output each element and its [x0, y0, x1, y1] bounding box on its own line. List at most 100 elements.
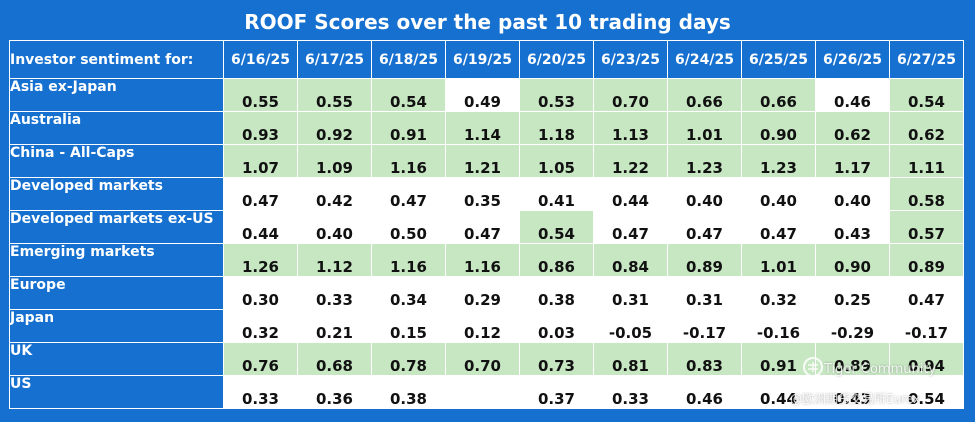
- score-cell: 0.62: [889, 111, 964, 145]
- score-cell: 0.38: [519, 276, 594, 310]
- row-label: UK: [9, 342, 224, 376]
- row-label: Australia: [9, 111, 224, 145]
- chart-title: ROOF Scores over the past 10 trading day…: [244, 10, 731, 34]
- score-cell: 0.84: [593, 243, 668, 277]
- column-header-date: 6/27/25: [889, 40, 964, 79]
- score-cell: 0.35: [445, 177, 520, 211]
- score-cell: 0.34: [371, 276, 446, 310]
- table-row: Japan 0.32 0.21 0.15 0.12 0.03 -0.05 -0.17 -0.16…: [9, 309, 964, 343]
- score-cell: 0.93: [223, 111, 298, 145]
- score-cell: 0.70: [593, 78, 668, 112]
- row-label: Emerging markets: [9, 243, 224, 277]
- header-row: Investor sentiment for: 6/16/25 6/17/25 6/…: [9, 40, 964, 79]
- score-cell: 1.22: [593, 144, 668, 178]
- score-cell: 0.30: [223, 276, 298, 310]
- row-label: Asia ex-Japan: [9, 78, 224, 112]
- score-cell: 0.89: [667, 243, 742, 277]
- score-cell: 0.58: [889, 177, 964, 211]
- score-cell: 0.92: [297, 111, 372, 145]
- score-cell: -0.16: [741, 309, 816, 343]
- table-row: Australia 0.93 0.92 0.91 1.14 1.18 1.13 1.01 0.9…: [9, 111, 964, 145]
- score-cell: -0.29: [815, 309, 890, 343]
- score-cell: 0.66: [667, 78, 742, 112]
- score-cell: 0.47: [667, 210, 742, 244]
- row-header-label: Investor sentiment for:: [9, 40, 224, 79]
- score-cell: 0.50: [371, 210, 446, 244]
- score-cell: 1.13: [593, 111, 668, 145]
- column-header-date: 6/16/25: [223, 40, 298, 79]
- score-cell: 0.53: [519, 78, 594, 112]
- score-cell: 0.47: [371, 177, 446, 211]
- column-header-date: 6/23/25: [593, 40, 668, 79]
- table-row: Developed markets 0.47 0.42 0.47 0.35 0.41 0.4…: [9, 177, 964, 211]
- score-cell: 0.49: [445, 78, 520, 112]
- score-cell: 0.25: [815, 276, 890, 310]
- score-cell: 1.16: [371, 243, 446, 277]
- score-cell: 0.78: [371, 342, 446, 376]
- score-cell: 0.33: [297, 276, 372, 310]
- row-label: Developed markets: [9, 177, 224, 211]
- column-header-date: 6/19/25: [445, 40, 520, 79]
- row-label: China - All-Caps: [9, 144, 224, 178]
- score-cell: 1.07: [223, 144, 298, 178]
- table-row: China - All-Caps 1.07 1.09 1.16 1.21 1.05 1.22…: [9, 144, 964, 178]
- score-cell: 0.43: [815, 375, 890, 409]
- column-header-date: 6/18/25: [371, 40, 446, 79]
- score-cell: 0.54: [889, 375, 964, 409]
- score-cell: -0.05: [593, 309, 668, 343]
- score-cell: 0.54: [889, 78, 964, 112]
- column-header-date: 6/26/25: [815, 40, 890, 79]
- table-row: UK 0.76 0.68 0.78 0.70 0.73 0.81 0.83 0.91 0.89 0.…: [9, 342, 964, 376]
- score-cell: 0.47: [593, 210, 668, 244]
- score-cell: 0.40: [815, 177, 890, 211]
- score-cell: 0.42: [297, 177, 372, 211]
- score-cell: 0.91: [371, 111, 446, 145]
- score-cell: 0.33: [593, 375, 668, 409]
- score-cell: 0.91: [741, 342, 816, 376]
- score-cell: 1.05: [519, 144, 594, 178]
- score-cell: [445, 375, 520, 409]
- score-cell: 0.47: [741, 210, 816, 244]
- score-cell: 0.94: [889, 342, 964, 376]
- score-cell: 0.33: [223, 375, 298, 409]
- score-cell: 1.23: [741, 144, 816, 178]
- score-cell: 0.90: [815, 243, 890, 277]
- table-row: Europe 0.30 0.33 0.34 0.29 0.38 0.31 0.31 0.32 0.…: [9, 276, 964, 310]
- score-cell: 0.36: [297, 375, 372, 409]
- score-cell: 0.54: [519, 210, 594, 244]
- score-cell: -0.17: [667, 309, 742, 343]
- row-label: US: [9, 375, 224, 409]
- score-cell: 0.57: [889, 210, 964, 244]
- score-cell: 0.89: [815, 342, 890, 376]
- score-cell: 0.41: [519, 177, 594, 211]
- roof-score-table: Investor sentiment for: 6/16/25 6/17/25 6/…: [9, 40, 964, 409]
- score-cell: 0.40: [667, 177, 742, 211]
- score-cell: 1.17: [815, 144, 890, 178]
- score-cell: 0.47: [223, 177, 298, 211]
- table-row: Developed markets ex-US 0.44 0.40 0.50 0.47 0…: [9, 210, 964, 244]
- score-cell: 0.15: [371, 309, 446, 343]
- score-cell: 1.23: [667, 144, 742, 178]
- score-cell: 0.44: [223, 210, 298, 244]
- score-cell: 0.47: [889, 276, 964, 310]
- score-cell: 0.43: [815, 210, 890, 244]
- score-cell: 0.54: [371, 78, 446, 112]
- score-cell: 0.44: [593, 177, 668, 211]
- column-header-date: 6/17/25: [297, 40, 372, 79]
- row-label: Developed markets ex-US: [9, 210, 224, 244]
- table-row: US 0.33 0.36 0.38 0.37 0.33 0.46 0.44 0.43 0.54: [9, 375, 964, 409]
- score-cell: 0.66: [741, 78, 816, 112]
- score-cell: 0.31: [593, 276, 668, 310]
- score-cell: 1.01: [667, 111, 742, 145]
- score-cell: 1.11: [889, 144, 964, 178]
- score-cell: 0.37: [519, 375, 594, 409]
- score-cell: 0.31: [667, 276, 742, 310]
- score-cell: 0.29: [445, 276, 520, 310]
- score-cell: 1.14: [445, 111, 520, 145]
- score-cell: -0.17: [889, 309, 964, 343]
- score-cell: 1.09: [297, 144, 372, 178]
- score-cell: 0.40: [741, 177, 816, 211]
- score-cell: 0.81: [593, 342, 668, 376]
- score-cell: 0.46: [667, 375, 742, 409]
